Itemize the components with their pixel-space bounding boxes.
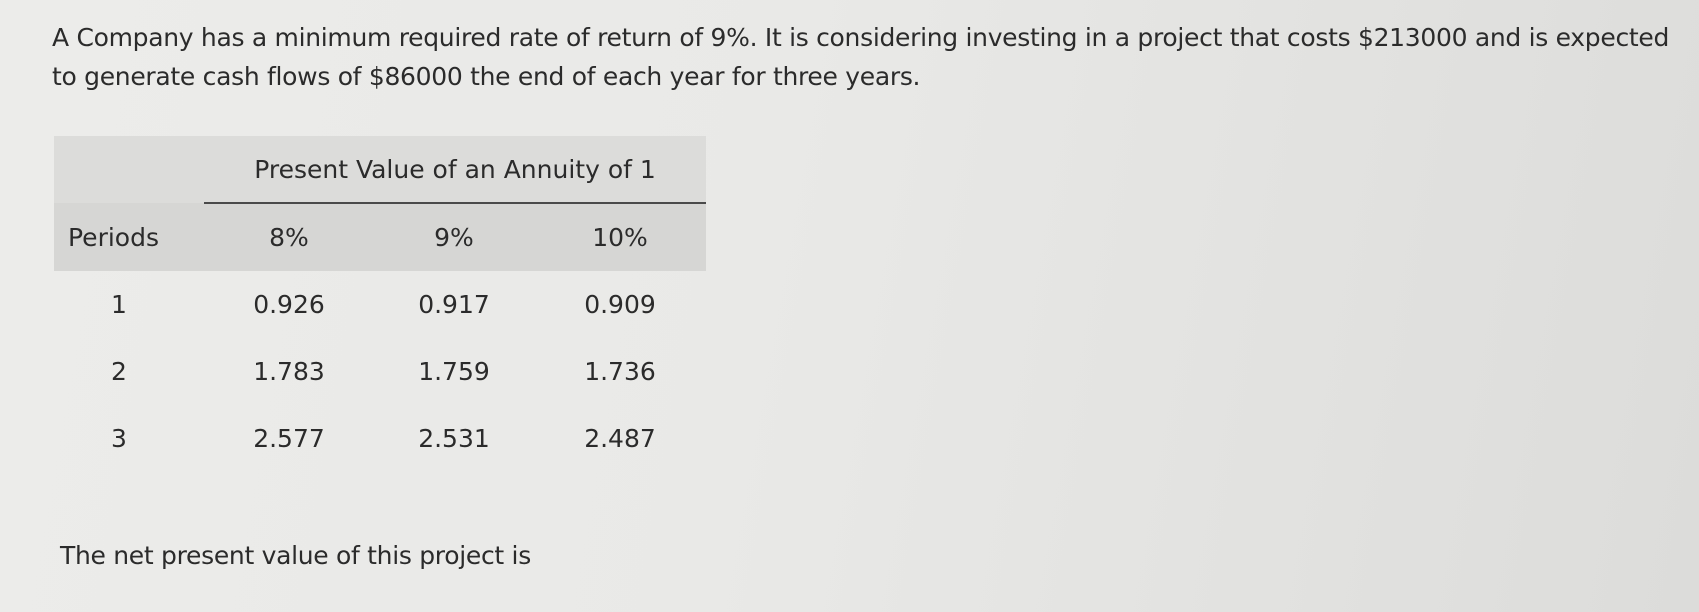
conclusion-text: The net present value of this project is [60,541,531,570]
table-row: 1 0.926 0.917 0.909 [54,271,706,338]
header-rate-8: 8% [204,203,374,271]
table-title-row: Present Value of an Annuity of 1 [54,136,706,204]
value-cell: 0.926 [253,290,325,319]
value-cell: 2.487 [584,424,656,453]
table-header-row: Periods 8% 9% 10% [54,203,706,271]
value-cell: 2.531 [418,424,490,453]
header-rate-9: 9% [374,203,534,271]
value-cell: 1.736 [584,357,656,386]
period-cell: 3 [111,424,127,453]
table-row: 2 1.783 1.759 1.736 [54,338,706,405]
period-cell: 1 [111,290,127,319]
table-title: Present Value of an Annuity of 1 [204,136,706,204]
annuity-table: Present Value of an Annuity of 1 Periods… [54,136,706,472]
header-rate-10: 10% [534,203,706,271]
value-cell: 0.909 [584,290,656,319]
value-cell: 1.759 [418,357,490,386]
header-periods: Periods [54,203,204,271]
value-cell: 1.783 [253,357,325,386]
period-cell: 2 [111,357,127,386]
table-row: 3 2.577 2.531 2.487 [54,405,706,472]
value-cell: 2.577 [253,424,325,453]
value-cell: 0.917 [418,290,490,319]
question-text: A Company has a minimum required rate of… [52,23,1670,91]
